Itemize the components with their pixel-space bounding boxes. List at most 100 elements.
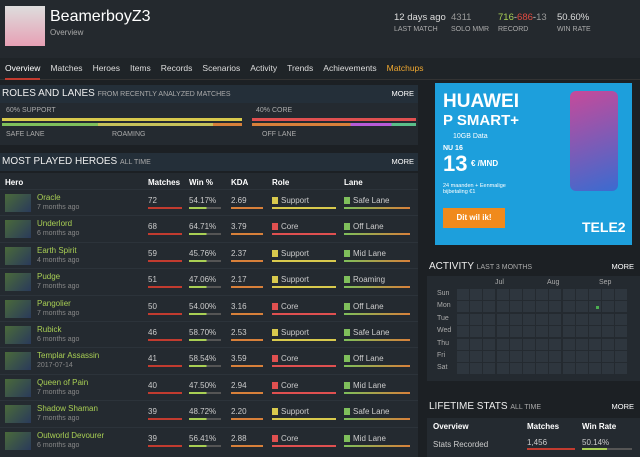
cell (523, 326, 535, 338)
cell (562, 301, 575, 313)
stat-label: RECORD (498, 26, 529, 33)
cell: Mid Lane (353, 248, 386, 258)
hero-row[interactable]: Templar Assassin 2017-07-14 41 58.54% 3.59 Co… (0, 347, 418, 373)
nav-item[interactable]: Matchups (386, 63, 424, 73)
hero-date: 7 months ago (37, 415, 80, 423)
roles-panel: 60% SUPPORT 40% CORE SAFE LANE ROAMING O… (0, 103, 418, 145)
icon (272, 355, 278, 363)
hero-icon (5, 378, 31, 397)
sep: - (513, 12, 518, 23)
cell: 2.20 (231, 407, 247, 417)
hero-name[interactable]: Earth Spirit (37, 245, 77, 255)
hero-row[interactable]: Outworld Devourer 6 months ago 39 56.41% 2.8… (0, 426, 418, 453)
hero-row[interactable]: Rubick 6 months ago 46 58.70% 2.53 Support Saf… (0, 321, 418, 347)
bar (344, 233, 410, 236)
cell: 2.88 (231, 433, 247, 443)
column-header: Win Rate (582, 422, 617, 431)
cell (615, 363, 628, 375)
hero-name[interactable]: Outworld Devourer (37, 430, 105, 440)
nav-item[interactable]: Activity (250, 63, 278, 73)
cell: Core (281, 301, 299, 311)
column-header: Role (272, 178, 290, 187)
cell (615, 301, 628, 313)
cell (483, 313, 496, 325)
hero-date: 7 months ago (37, 388, 80, 396)
hero-row[interactable]: Earth Spirit 4 months ago 59 45.76% 2.37 Supp… (0, 241, 418, 268)
hero-row[interactable]: Pangolier 7 months ago 50 54.00% 3.16 Core Off… (0, 294, 418, 321)
hero-name[interactable]: Underlord (37, 219, 73, 229)
cell (509, 351, 522, 362)
cell (470, 326, 483, 338)
cell (509, 326, 522, 338)
ad-model: P SMART+ (443, 112, 519, 129)
cell: Core (281, 354, 299, 364)
cell (549, 338, 562, 350)
nav-item[interactable]: Heroes (92, 63, 120, 73)
cell (602, 289, 615, 300)
bar (231, 365, 263, 368)
cell (470, 301, 483, 313)
icon (344, 223, 350, 231)
ad-text: € /MND (471, 159, 499, 168)
hero-name[interactable]: Pangolier (37, 298, 71, 308)
cell (509, 363, 522, 375)
bar (272, 365, 336, 368)
hero-icon (5, 405, 31, 424)
section-header: ACTIVITY LAST 3 MONTHS MORE (427, 258, 640, 276)
bar (148, 259, 182, 262)
more[interactable]: MORE (611, 262, 635, 271)
nav-item[interactable]: Records (160, 63, 193, 73)
hero-name[interactable]: Templar Assassin (37, 351, 100, 361)
cell (602, 351, 615, 362)
hero-row[interactable]: Oracle 7 months ago 72 54.17% 2.69 Support Saf… (0, 189, 418, 215)
nav-item[interactable]: Trends (287, 63, 314, 73)
more[interactable]: MORE (611, 402, 635, 411)
cell (536, 338, 549, 350)
hero-row[interactable]: Queen of Pain 7 months ago 40 47.50% 2.94 Cor… (0, 373, 418, 400)
cell: 3.16 (231, 301, 247, 311)
cell (615, 326, 628, 338)
nav-item[interactable]: Matches (50, 63, 83, 73)
hero-date: 2017-07-14 (37, 362, 73, 370)
hero-row[interactable]: Pudge 7 months ago 51 47.06% 2.17 Support Roam… (0, 268, 418, 294)
bar (148, 233, 182, 236)
ad-button[interactable]: Dit wil ik! (443, 208, 505, 228)
cell: 51 (148, 275, 157, 285)
hero-row[interactable]: Underlord 6 months ago 68 64.71% 3.79 Core Off… (0, 215, 418, 241)
losses: 686 (517, 12, 533, 23)
bar (189, 259, 221, 262)
hero-name[interactable]: Rubick (37, 325, 62, 334)
cell: 46 (148, 328, 157, 337)
hero-name[interactable]: Oracle (37, 193, 61, 202)
cell (536, 313, 549, 325)
hero-name[interactable]: Queen of Pain (37, 377, 89, 387)
cell: 3.59 (231, 354, 247, 364)
more[interactable]: MORE (391, 89, 415, 98)
bar (272, 444, 336, 447)
nav-item[interactable]: Overview (5, 58, 41, 80)
nav-item[interactable]: Scenarios (202, 63, 241, 73)
bar (231, 418, 263, 421)
bar (344, 207, 410, 209)
title: ROLES AND LANES (2, 88, 95, 99)
nav-item[interactable]: Achievements (323, 63, 377, 73)
cell: Safe Lane (353, 196, 390, 205)
bar (231, 391, 263, 394)
cell: Mid Lane (353, 380, 386, 390)
cell (589, 338, 601, 350)
cell (602, 301, 615, 313)
avatar[interactable] (5, 6, 45, 46)
hero-name[interactable]: Pudge (37, 272, 61, 282)
hero-name[interactable]: Shadow Shaman (37, 404, 98, 414)
cell (575, 301, 588, 313)
cell: Roaming (353, 275, 386, 285)
hero-row[interactable]: Shadow Shaman 7 months ago 39 48.72% 2.20 Sup… (0, 400, 418, 426)
cell (523, 301, 535, 313)
ad[interactable]: HUAWEI P SMART+ 10GB Data NU 16 13 € /MN… (435, 83, 632, 245)
cell (549, 289, 562, 300)
cell: 54.17% (189, 196, 217, 205)
more[interactable]: MORE (391, 157, 415, 166)
cell (483, 326, 496, 338)
nav-item[interactable]: Items (129, 63, 151, 73)
subtitle: LAST 3 MONTHS (476, 264, 533, 271)
